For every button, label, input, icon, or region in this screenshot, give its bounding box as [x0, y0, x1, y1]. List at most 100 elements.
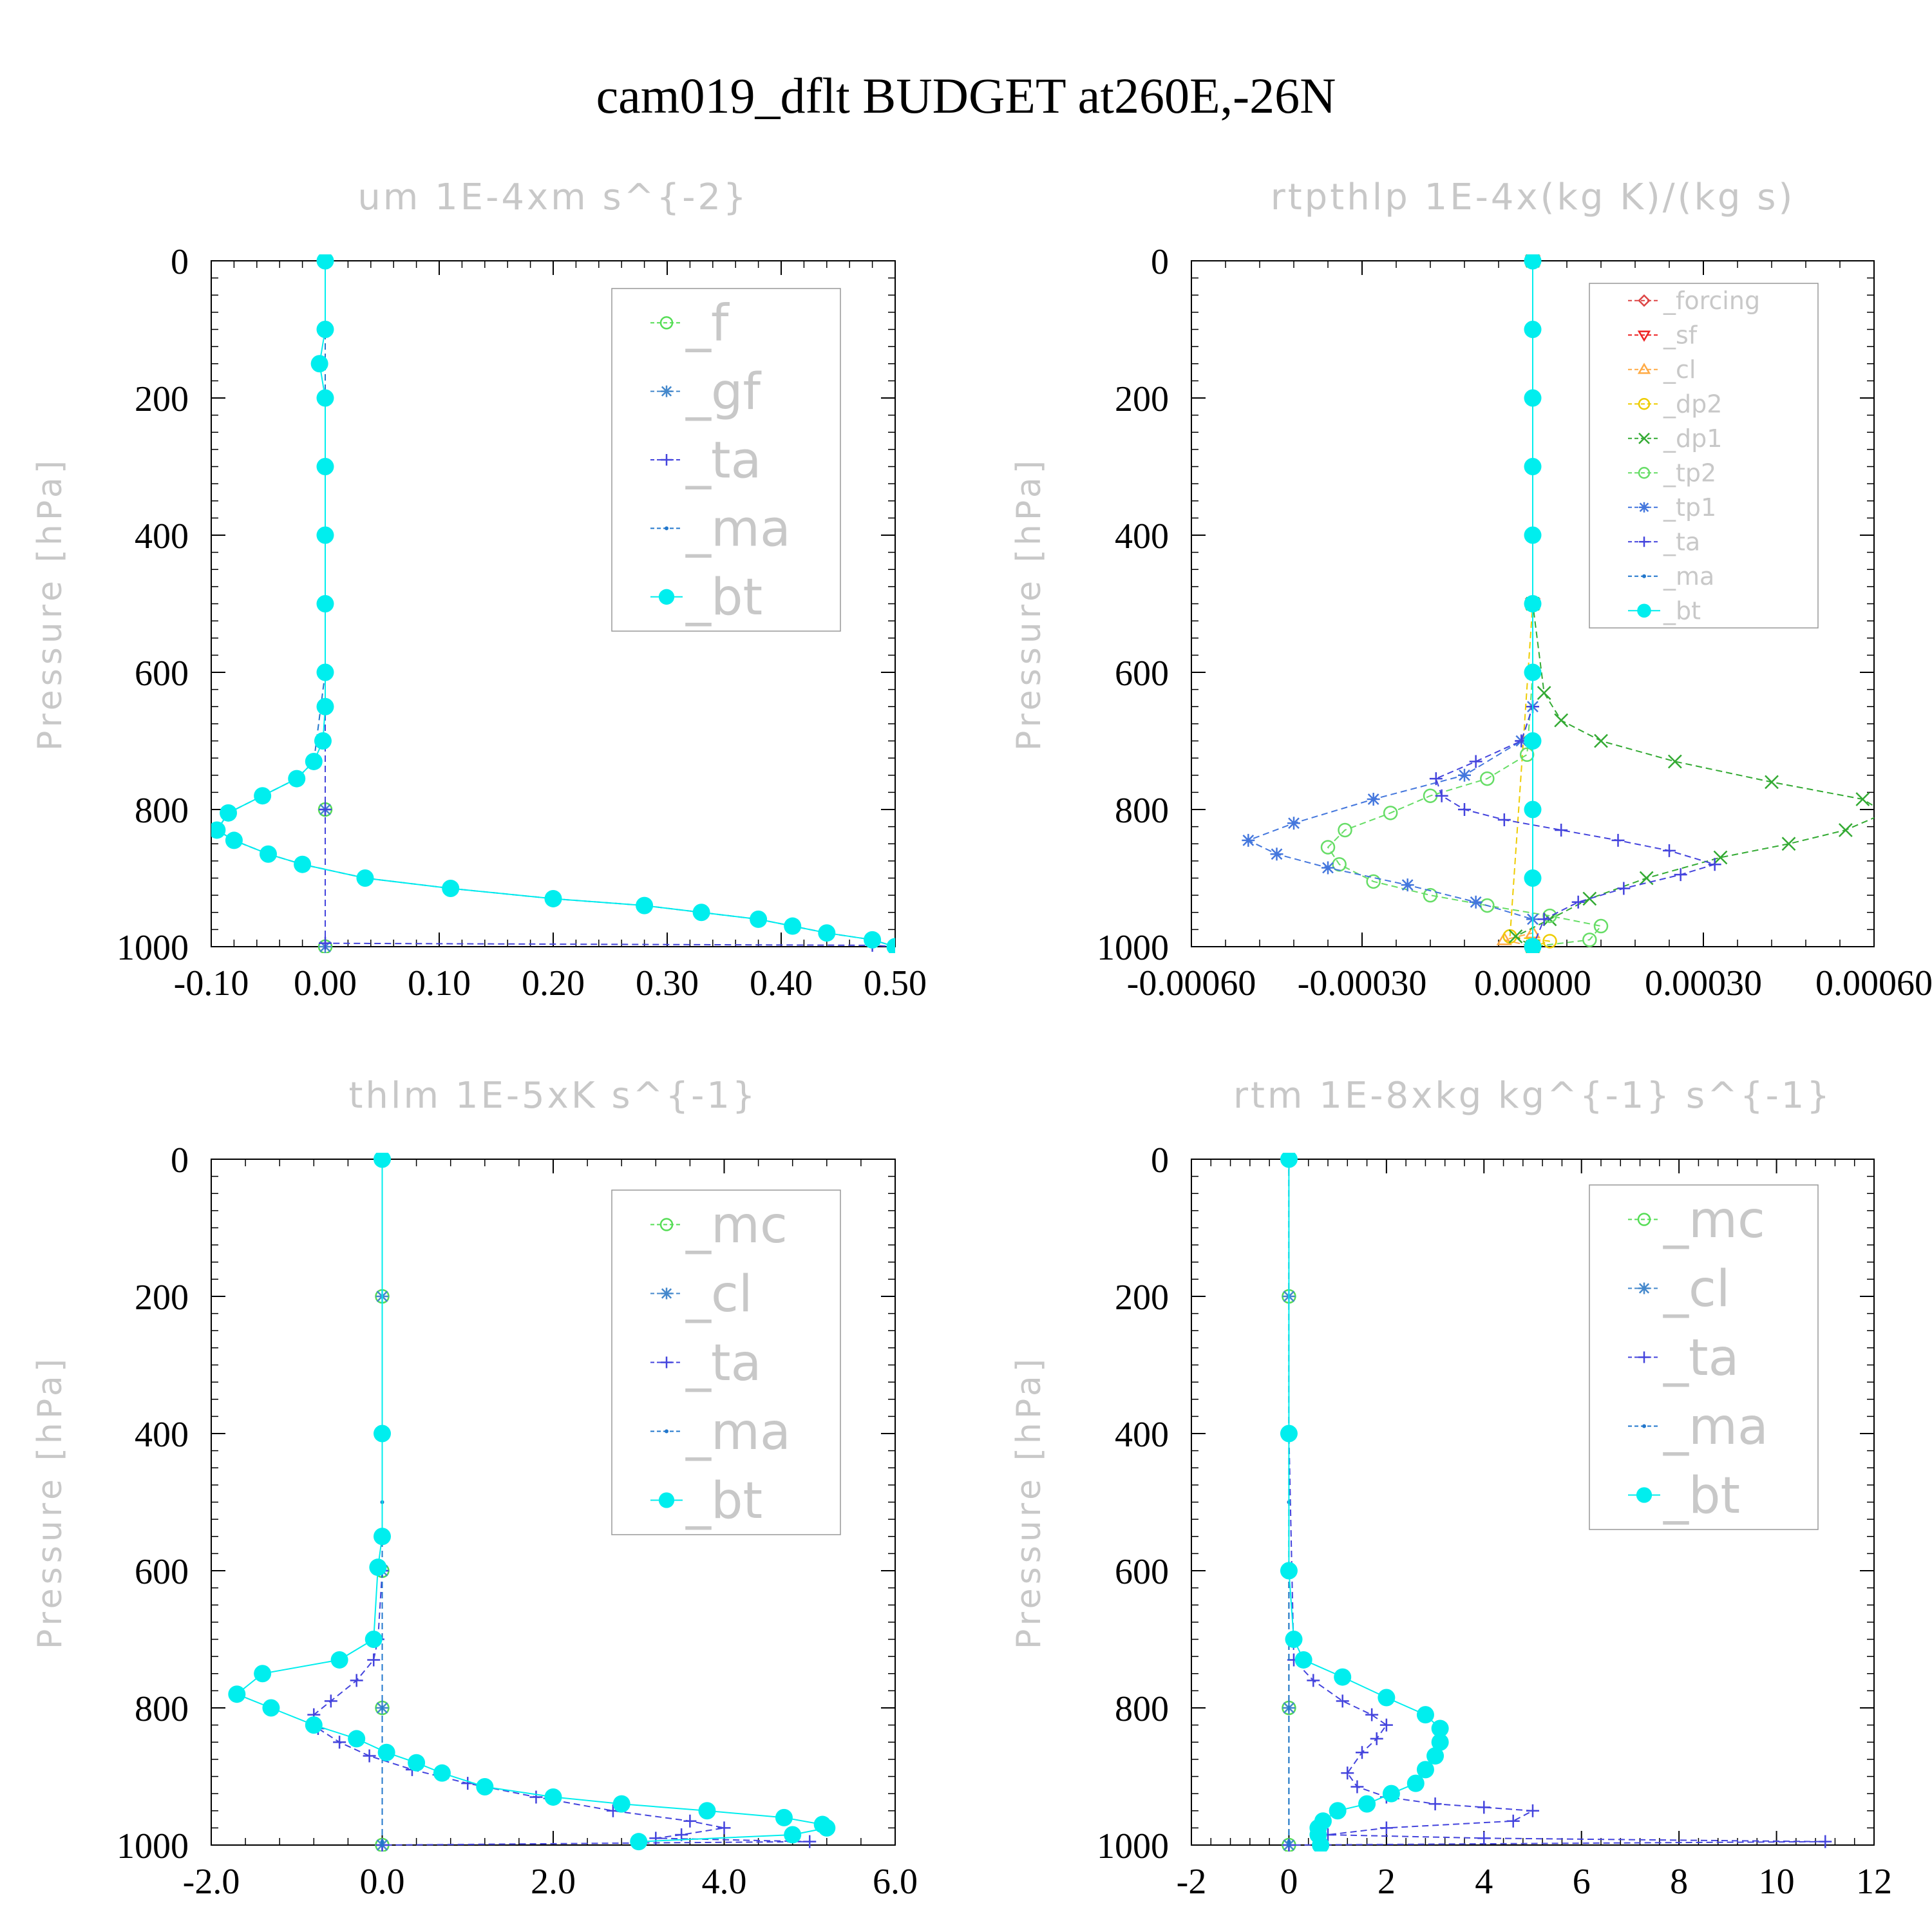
data-point-ta	[649, 1832, 663, 1845]
data-point-bt	[330, 1651, 348, 1669]
data-point-ta	[683, 1814, 697, 1828]
data-point-bt	[886, 938, 895, 953]
legend-marker-dp1	[1638, 432, 1650, 444]
x-tick-label: -0.10	[174, 963, 249, 1003]
data-point-ta	[803, 1835, 817, 1848]
data-point-bt	[316, 389, 334, 407]
legend-label: _ma	[1663, 1398, 1768, 1456]
data-point-bt	[1378, 1689, 1396, 1707]
data-point-ta	[1506, 1814, 1520, 1828]
data-point-bt	[1329, 1802, 1347, 1820]
data-point-tp2	[1582, 933, 1597, 947]
legend-marker-ma	[1642, 1424, 1646, 1428]
data-point-ta	[319, 803, 332, 816]
data-point-ta	[1458, 803, 1471, 816]
data-point-bt	[1416, 1761, 1434, 1779]
data-point-bt	[316, 458, 334, 475]
y-tick-label: 400	[135, 1415, 189, 1455]
x-tick-label: 0.30	[636, 963, 699, 1003]
data-point-bt	[1382, 1785, 1400, 1803]
x-tick-label: 0.00	[294, 963, 357, 1003]
data-point-bt	[1334, 1668, 1352, 1686]
data-point-dp1	[1765, 775, 1779, 790]
series-layer	[1242, 254, 1874, 953]
data-point-dp1	[1594, 734, 1608, 748]
data-point-bt	[220, 804, 238, 822]
legend-marker-bt	[658, 1492, 675, 1508]
data-point-bt	[356, 869, 374, 887]
y-tick-label: 200	[135, 1278, 189, 1318]
data-point-dp1	[1838, 823, 1853, 837]
data-point-ta	[1365, 1708, 1379, 1721]
data-point-tp1	[1287, 817, 1300, 830]
data-point-dp1	[1537, 686, 1551, 700]
data-point-ta	[1819, 1835, 1832, 1848]
y-tick-label: 400	[1115, 516, 1169, 556]
data-point-bt	[365, 1631, 383, 1648]
data-point-ta	[1428, 1797, 1442, 1811]
series-layer	[1280, 1153, 1832, 1852]
y-axis-label: Pressure [hPa]	[1010, 1355, 1048, 1649]
legend-label: _mc	[685, 1197, 788, 1255]
data-point-ta	[1336, 1694, 1349, 1708]
legend-label: _bt	[685, 1472, 762, 1530]
x-tick-label: 0.20	[522, 963, 585, 1003]
data-point-ta	[324, 1694, 337, 1708]
legend-marker-dp2	[1638, 398, 1651, 410]
data-point-tp2	[1320, 840, 1336, 855]
y-tick-label: 600	[135, 654, 189, 694]
panel-4: rtm 1E-8xkg kg^{-1} s^{-1} Pressure [hPa]…	[1010, 1075, 1892, 1902]
legend-marker-sf	[1637, 330, 1651, 342]
data-point-bt	[1524, 389, 1542, 407]
panel-title: um 1E-4xm s^{-2}	[357, 176, 748, 218]
x-tick-label: 0.50	[864, 963, 927, 1003]
panel-title: rtm 1E-8xkg kg^{-1} s^{-1}	[1233, 1075, 1832, 1117]
x-tick-label: -2.0	[183, 1862, 240, 1902]
data-point-ta	[1435, 789, 1448, 802]
data-point-ma	[380, 1839, 384, 1844]
data-point-bt	[1426, 1747, 1444, 1765]
data-point-bt	[262, 1699, 280, 1717]
data-point-tp1	[1367, 793, 1380, 806]
data-point-bt	[784, 917, 802, 935]
legend-label: _sf	[1663, 321, 1698, 350]
data-point-ta	[1555, 823, 1568, 837]
data-point-tp1	[1242, 833, 1255, 847]
data-point-bt	[1294, 1651, 1312, 1669]
legend-marker-bt	[1636, 1487, 1653, 1503]
data-point-bt	[316, 254, 334, 270]
y-tick-label: 800	[1115, 791, 1169, 831]
legend-label: _dp2	[1663, 390, 1722, 419]
legend-marker-mc	[659, 1218, 674, 1231]
legend-label: _dp1	[1663, 424, 1722, 453]
data-point-bt	[750, 910, 768, 928]
legend: _f _gf _ta _ma _bt	[611, 288, 841, 632]
x-tick-label: 0.00060	[1815, 963, 1932, 1003]
data-point-bt	[211, 821, 226, 839]
legend-marker-mc	[1637, 1213, 1651, 1226]
legend-box	[1589, 283, 1819, 629]
legend-label: _ma	[685, 1403, 791, 1461]
data-point-bt	[1524, 526, 1542, 544]
data-point-tp2	[1383, 806, 1398, 820]
legend-marker-cl	[1637, 363, 1651, 374]
legend: _mc _cl _ta _ma _bt	[611, 1189, 841, 1535]
y-axis-label: Pressure [hPa]	[31, 1355, 70, 1649]
data-point-bt	[630, 1833, 648, 1851]
legend-label: _bt	[685, 569, 762, 627]
data-point-ta	[717, 1821, 731, 1835]
data-point-bt	[1280, 1425, 1298, 1443]
data-point-tp1	[1458, 768, 1471, 782]
legend-label: _cl	[1663, 1260, 1730, 1318]
x-tick-label: 0.40	[750, 963, 813, 1003]
figure-title: cam019_dflt BUDGET at260E,-26N	[596, 68, 1336, 124]
x-tick-label: 4.0	[702, 1862, 747, 1902]
data-point-bt	[408, 1754, 426, 1772]
x-tick-label: 0.00000	[1474, 963, 1591, 1003]
data-point-tp2	[1593, 918, 1609, 934]
legend-label: _tp1	[1663, 493, 1716, 522]
data-point-dp1	[1667, 754, 1682, 769]
data-point-dp1	[1582, 891, 1597, 906]
y-tick-label: 1000	[117, 1826, 189, 1866]
